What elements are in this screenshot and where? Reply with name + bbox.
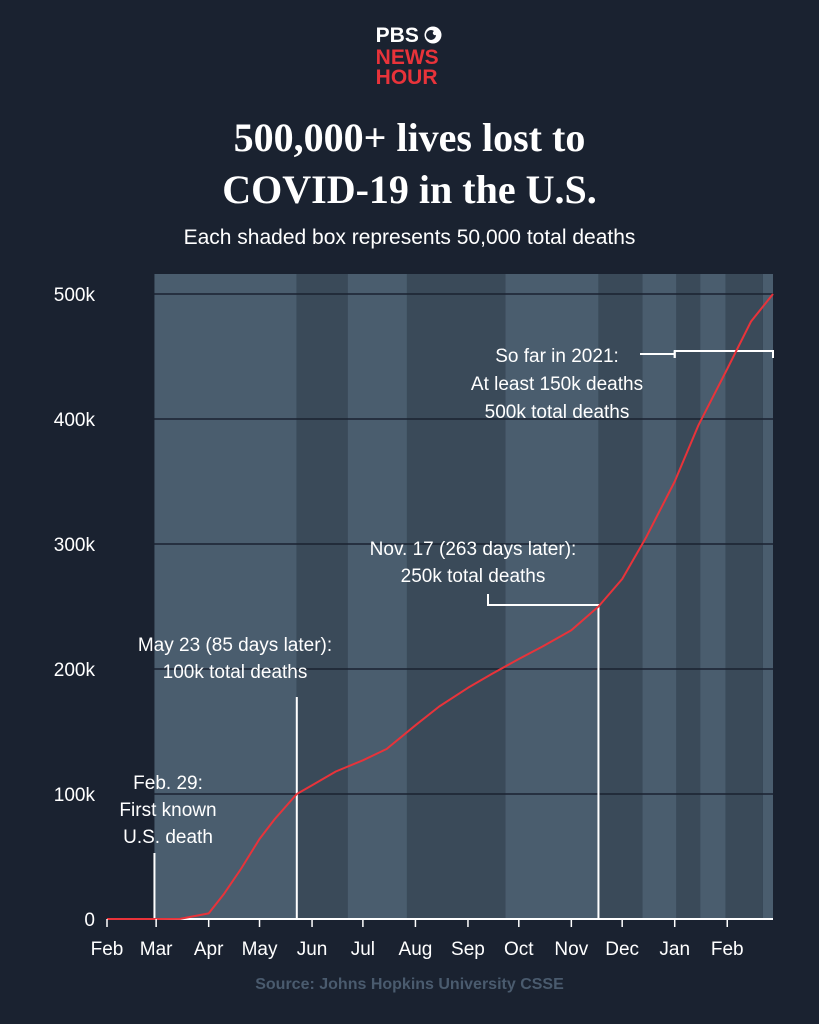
logo-hour-text: HOUR (375, 66, 438, 89)
x-tick-label: May (242, 939, 278, 960)
source-note: Source: Johns Hopkins University CSSE (255, 976, 564, 993)
shaded-box-6 (598, 274, 643, 919)
logo-pbs-text: PBS (375, 24, 419, 47)
annotation-feb29-text: U.S. death (123, 827, 213, 848)
page-title: 500,000+ lives lost to COVID-19 in the U… (0, 112, 819, 216)
x-tick-label: Jul (351, 939, 375, 960)
shaded-box-2 (296, 274, 348, 919)
x-tick-label: Apr (194, 939, 224, 960)
title-line-1: 500,000+ lives lost to (233, 115, 586, 160)
y-tick-label: 0 (84, 910, 95, 931)
annotation-feb29-text: First known (119, 800, 216, 821)
annotation-leader-nov17 (487, 594, 600, 919)
x-tick-label: Jan (659, 939, 690, 960)
annotation-nov17-text: Nov. 17 (263 days later): (370, 539, 577, 560)
shaded-box-1 (154, 274, 297, 919)
pbs-newshour-logo: PBS NEWS HOUR (0, 24, 819, 89)
y-tick-label: 300k (54, 535, 96, 556)
y-tick-label: 500k (54, 285, 96, 306)
x-tick-label: Dec (605, 939, 639, 960)
shaded-box-11 (762, 274, 773, 919)
x-tick-label: Nov (554, 939, 588, 960)
annotation-2021-text: 500k total deaths (485, 402, 630, 423)
shaded-box-10 (725, 274, 763, 919)
x-tick-label: Feb (91, 939, 124, 960)
annotation-may23-text: 100k total deaths (163, 662, 308, 683)
deaths-line (107, 293, 774, 920)
shaded-box-3 (347, 274, 407, 919)
shaded-box-5 (505, 274, 599, 919)
annotation-2021-text: So far in 2021: (495, 346, 619, 367)
pbs-head-icon (424, 26, 442, 44)
shaded-box-4 (406, 274, 506, 919)
shaded-box-8 (676, 274, 701, 919)
x-tick-label: Mar (140, 939, 173, 960)
x-tick-label: Jun (297, 939, 328, 960)
annotation-nov17-text: 250k total deaths (401, 566, 546, 587)
annotation-feb29-text: Feb. 29: (133, 773, 203, 794)
shaded-box-7 (642, 274, 677, 919)
x-tick-label: Aug (399, 939, 433, 960)
title-line-2: COVID-19 in the U.S. (222, 167, 597, 212)
y-tick-label: 200k (54, 660, 96, 681)
x-tick-label: Sep (451, 939, 485, 960)
y-tick-label: 400k (54, 410, 96, 431)
y-tick-label: 100k (54, 785, 96, 806)
subtitle: Each shaded box represents 50,000 total … (183, 226, 636, 249)
annotation-may23-text: May 23 (85 days later): (138, 635, 332, 656)
annotation-2021-text: At least 150k deaths (471, 374, 643, 395)
shaded-box-9 (700, 274, 726, 919)
x-tick-label: Oct (504, 939, 534, 960)
logo-news-text: NEWS (375, 46, 439, 69)
x-tick-label: Feb (711, 939, 744, 960)
